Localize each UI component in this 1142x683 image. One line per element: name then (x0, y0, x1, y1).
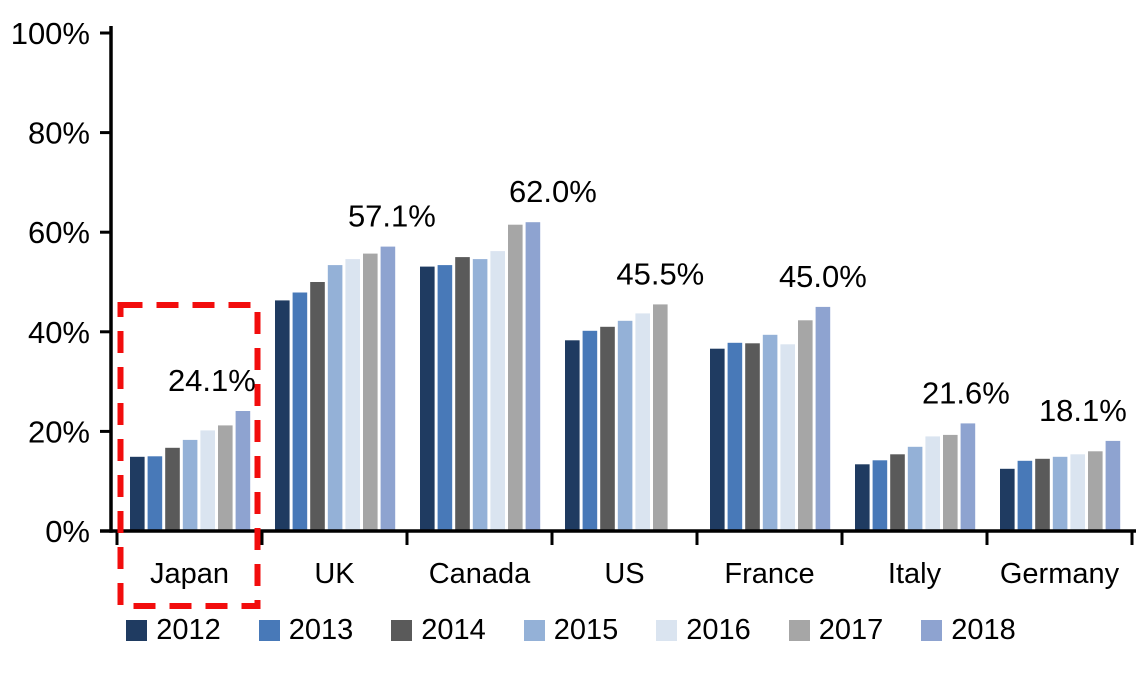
bar-Italy-2018 (960, 423, 976, 531)
bar-UK-2014 (310, 282, 325, 531)
legend-swatch-2018 (921, 620, 943, 641)
legend-label-2014: 2014 (421, 614, 486, 646)
y-axis-label: 40% (28, 315, 90, 350)
bar-France-2015 (762, 334, 778, 531)
bar-Italy-2016 (925, 436, 940, 531)
data-label-Japan: 24.1% (168, 363, 256, 398)
bar-Germany-2016 (1070, 454, 1085, 531)
bar-Japan-2015 (182, 439, 198, 531)
bar-US-2017 (653, 304, 668, 531)
bar-Japan-2013 (147, 456, 163, 531)
bar-US-2013 (582, 330, 598, 531)
bar-Japan-2014 (165, 447, 180, 531)
x-axis-label-France: France (724, 558, 814, 590)
bar-France-2018 (815, 306, 831, 531)
bar-Canada-2017 (508, 224, 523, 531)
legend-label-2012: 2012 (156, 614, 221, 646)
y-axis-label: 100% (11, 16, 90, 51)
y-axis-label: 0% (45, 514, 90, 549)
bar-Italy-2015 (907, 446, 923, 531)
bar-Canada-2014 (455, 257, 470, 531)
bar-Canada-2012 (420, 266, 435, 531)
data-label-France: 45.0% (779, 259, 867, 294)
bar-France-2016 (780, 344, 795, 532)
bar-Japan-2016 (200, 430, 215, 531)
data-label-Canada: 62.0% (509, 174, 597, 209)
legend-swatch-2015 (523, 620, 545, 641)
bar-UK-2018 (380, 246, 396, 531)
legend-item-2015: 2015 (523, 614, 619, 646)
legend-swatch-2013 (258, 620, 280, 641)
legend-item-2014: 2014 (391, 616, 486, 645)
bar-Japan-2018 (235, 411, 251, 531)
bar-UK-2012 (275, 300, 290, 531)
bar-Germany-2012 (1000, 468, 1015, 532)
legend-item-2018: 2018 (921, 616, 1016, 645)
chart-legend: 2012 2013 2014 2015 2016 2017 2018 (0, 616, 1142, 645)
data-label-Italy: 21.6% (922, 375, 1010, 410)
bar-France-2017 (798, 320, 813, 531)
bar-Canada-2015 (472, 259, 488, 531)
bar-Germany-2018 (1105, 440, 1121, 531)
bar-France-2013 (727, 342, 743, 531)
x-axis-label-Italy: Italy (888, 558, 942, 590)
bar-Italy-2014 (890, 454, 905, 531)
bar-France-2012 (710, 348, 725, 531)
legend-label-2013: 2013 (288, 614, 354, 646)
bar-Canada-2013 (437, 265, 453, 531)
legend-swatch-2017 (788, 620, 810, 641)
bar-US-2012 (565, 340, 580, 531)
x-axis-label-Germany: Germany (1000, 558, 1120, 590)
legend-swatch-2012 (126, 620, 148, 641)
bar-Canada-2016 (490, 251, 505, 531)
bar-Italy-2012 (855, 464, 870, 531)
legend-swatch-2014 (391, 620, 413, 641)
x-axis-label-Canada: Canada (429, 558, 531, 590)
y-axis-label: 20% (28, 414, 90, 449)
legend-label-2018: 2018 (951, 614, 1016, 646)
bar-US-2014 (600, 326, 615, 531)
legend-item-2016: 2016 (656, 616, 751, 645)
legend-label-2016: 2016 (686, 614, 751, 646)
legend-swatch-2016 (656, 620, 678, 641)
data-label-US: 45.5% (616, 256, 704, 291)
y-axis-label: 80% (28, 116, 90, 151)
bar-Germany-2014 (1035, 458, 1050, 531)
x-axis-label-UK: UK (314, 558, 355, 590)
bar-UK-2013 (292, 292, 308, 531)
legend-label-2015: 2015 (553, 614, 619, 646)
bar-UK-2017 (363, 253, 378, 531)
legend-label-2017: 2017 (818, 614, 884, 646)
legend-item-2013: 2013 (258, 614, 354, 646)
data-label-Germany: 18.1% (1039, 393, 1127, 428)
bar-Japan-2017 (218, 425, 233, 531)
bar-US-2016 (635, 313, 650, 531)
y-axis-label: 60% (28, 215, 90, 250)
bar-US-2015 (617, 320, 633, 531)
bar-UK-2016 (345, 259, 360, 531)
x-axis-label-US: US (604, 558, 644, 590)
bar-Japan-2012 (130, 456, 145, 531)
bar-Canada-2018 (525, 222, 541, 531)
legend-item-2017: 2017 (788, 614, 884, 646)
legend-item-2012: 2012 (126, 616, 221, 645)
x-axis-label-Japan: Japan (150, 558, 229, 590)
bar-France-2014 (745, 343, 760, 531)
bar-Germany-2017 (1088, 451, 1103, 531)
data-label-UK: 57.1% (348, 199, 436, 234)
bar-Germany-2013 (1017, 460, 1033, 531)
bar-UK-2015 (327, 265, 343, 531)
bar-Italy-2013 (872, 460, 888, 531)
highlight-box-Japan (117, 302, 261, 609)
bar-Italy-2017 (943, 434, 958, 531)
bar-Germany-2015 (1052, 456, 1068, 531)
